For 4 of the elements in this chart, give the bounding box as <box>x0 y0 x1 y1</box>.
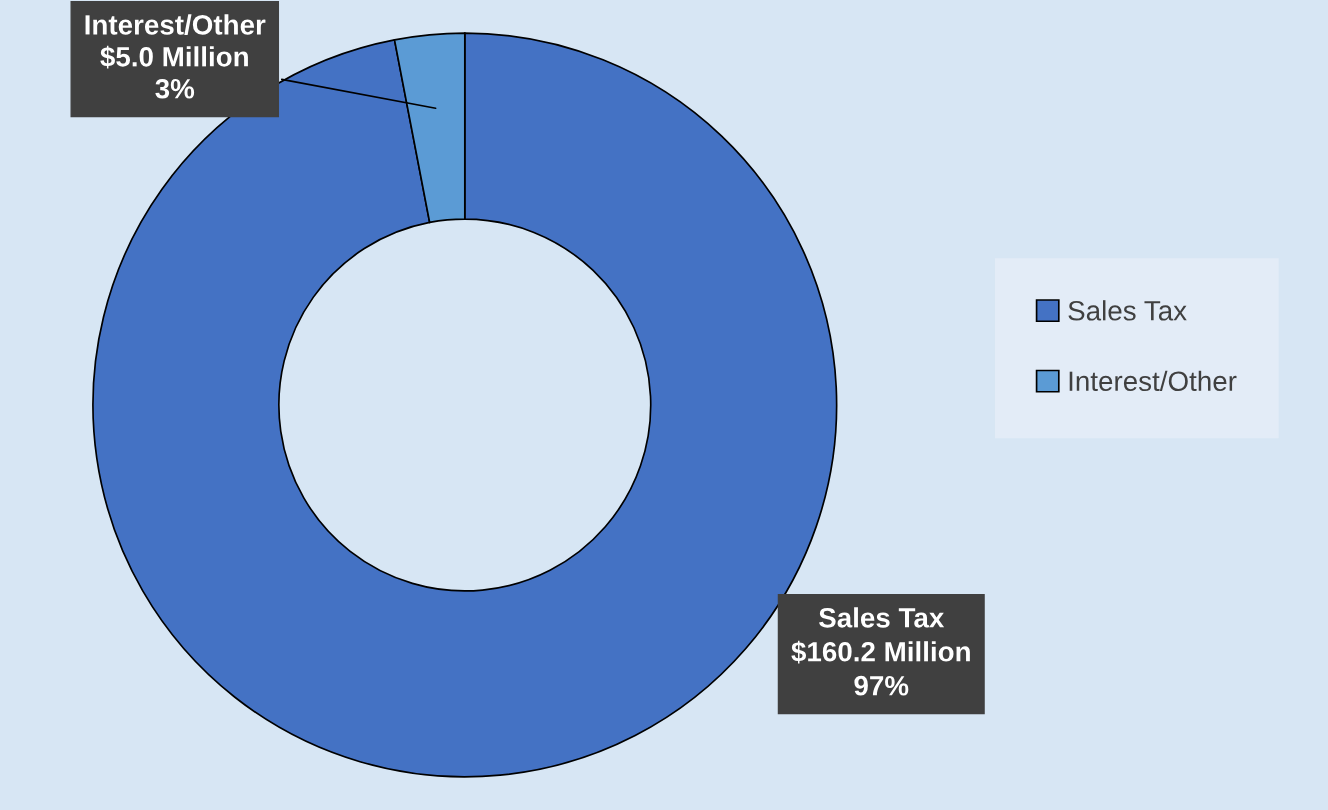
data-label: Sales Tax $160.2 Million 97% <box>791 607 970 696</box>
data-label: Interest/Other $5.0 Million 3% <box>85 14 266 99</box>
legend-label: Sales Tax <box>1068 300 1187 321</box>
legend-label: Interest/Other <box>1069 370 1237 392</box>
